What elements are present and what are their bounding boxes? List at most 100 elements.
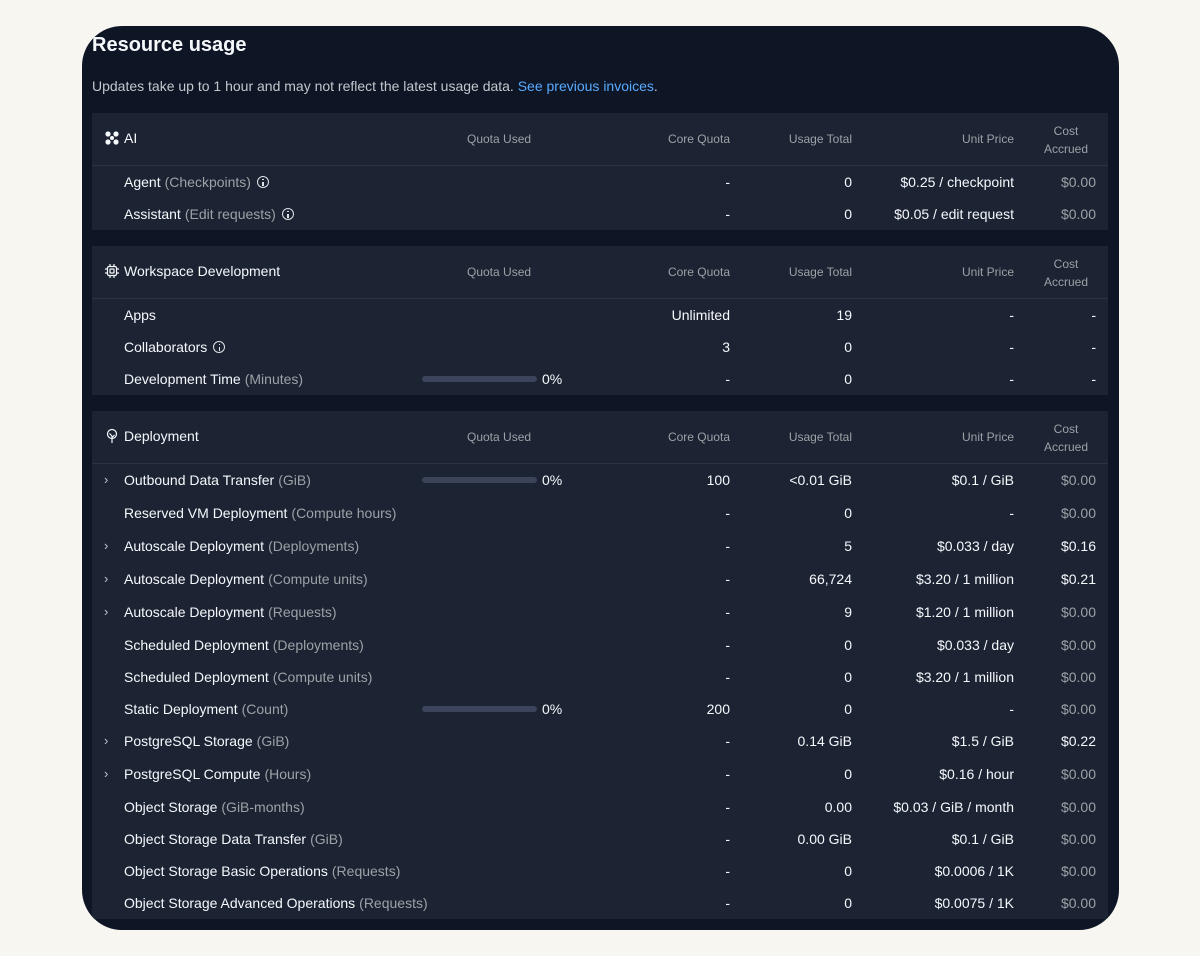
row-name: Autoscale Deployment [124, 604, 265, 620]
table-row: Apps Unlimited 19 - - [92, 299, 1108, 331]
row-unit: (GiB) [278, 472, 311, 488]
row-unit: (Compute units) [272, 669, 373, 685]
quota-percent: 0% [542, 701, 563, 717]
core-quota-value: 100 [706, 472, 730, 488]
core-quota-value: - [725, 637, 730, 653]
core-quota-value: 200 [706, 701, 730, 717]
cost-accrued-value: - [1091, 339, 1096, 355]
subtitle-text: Updates take up to 1 hour and may not re… [92, 78, 514, 94]
cost-accrued-value: $0.00 [1060, 863, 1096, 879]
col-cost-accrued: Cost Accrued [1044, 420, 1088, 456]
chevron-right-icon[interactable]: › [104, 604, 109, 619]
unit-price-value: $0.0075 / 1K [934, 895, 1014, 911]
quota-percent: 0% [542, 472, 563, 488]
col-unit-price: Unit Price [961, 132, 1014, 146]
section-header: Workspace Development Quota Used Core Qu… [92, 246, 1108, 299]
info-icon[interactable] [213, 341, 226, 353]
usage-total-value: 0 [844, 174, 852, 190]
section-header: Deployment Quota Used Core Quota Usage T… [92, 411, 1108, 464]
row-name: PostgreSQL Compute [124, 766, 261, 782]
row-unit: (Compute hours) [291, 505, 397, 521]
col-cost-line2: Accrued [1044, 275, 1089, 289]
unit-price-value: $0.033 / day [936, 538, 1014, 554]
chevron-right-icon[interactable]: › [104, 766, 109, 781]
row-name: Object Storage [124, 799, 218, 815]
col-unit-price: Unit Price [961, 265, 1014, 279]
unit-price-value: $3.20 / 1 million [915, 571, 1014, 587]
section-title: AI [104, 130, 137, 146]
usage-total-value: 0.00 GiB [797, 831, 852, 847]
table-row: Assistant (Edit requests) - 0 $0.05 / edit r… [92, 198, 1108, 230]
usage-total-value: 5 [844, 538, 852, 554]
table-row: Object Storage Basic Operations (Requests… [92, 855, 1108, 887]
info-icon[interactable] [256, 176, 269, 188]
usage-total-value: 0 [844, 371, 852, 387]
table-row: Collaborators 3 0 - - [92, 331, 1108, 363]
unit-price-value: $0.1 / GiB [951, 472, 1014, 488]
cost-accrued-value: $0.00 [1060, 799, 1096, 815]
table-row: Static Deployment (Count) 0% 200 0 - $0.00 [92, 693, 1108, 725]
unit-price-value: - [1009, 371, 1014, 387]
core-quota-value: - [725, 206, 730, 222]
section-ai: AI Quota Used Core Quota Usage Total Uni… [92, 113, 1108, 230]
row-label: Object Storage (GiB-months) [124, 799, 305, 815]
table-row[interactable]: › PostgreSQL Storage (GiB) - 0.14 GiB $1.5 / … [92, 725, 1108, 758]
core-quota-value: - [725, 895, 730, 911]
cost-accrued-value: $0.00 [1060, 766, 1096, 782]
unit-price-value: - [1009, 307, 1014, 323]
row-label: Collaborators [124, 339, 226, 355]
row-name: Development Time [124, 371, 241, 387]
row-label: Apps [124, 307, 156, 323]
row-label: Object Storage Basic Operations (Requests… [124, 863, 400, 879]
row-label: Reserved VM Deployment (Compute hours) [124, 505, 396, 521]
core-quota-value: - [725, 505, 730, 521]
row-unit: (Compute units) [268, 571, 368, 587]
col-cost-line1: Cost [1053, 124, 1079, 138]
chevron-right-icon[interactable]: › [104, 538, 109, 553]
unit-price-value: $0.05 / edit request [894, 206, 1014, 222]
col-core-quota: Core Quota [667, 132, 730, 146]
row-unit: (Deployments) [272, 637, 364, 653]
usage-total-value: 9 [844, 604, 852, 620]
usage-total-value: 0 [844, 505, 852, 521]
table-row: Object Storage Data Transfer (GiB) - 0.00 G… [92, 823, 1108, 855]
row-label: Scheduled Deployment (Compute units) [124, 669, 372, 685]
core-quota-value: - [725, 831, 730, 847]
core-quota-value: - [725, 571, 730, 587]
row-unit: (Requests) [359, 895, 428, 911]
table-row[interactable]: › Autoscale Deployment (Requests) - 9 $1.20 /… [92, 596, 1108, 629]
row-name: PostgreSQL Storage [124, 733, 253, 749]
table-row[interactable]: › Outbound Data Transfer (GiB) 0% 100 <0.01 G… [92, 464, 1108, 497]
cost-accrued-value: $0.00 [1060, 604, 1096, 620]
chevron-right-icon[interactable]: › [104, 733, 109, 748]
info-icon[interactable] [281, 208, 294, 220]
page-title: Resource usage [92, 34, 247, 56]
usage-total-value: 0 [844, 206, 852, 222]
table-row[interactable]: › Autoscale Deployment (Deployments) - 5 $0.0… [92, 530, 1108, 563]
section-deployment: Deployment Quota Used Core Quota Usage T… [92, 411, 1108, 919]
row-unit: (Deployments) [268, 538, 360, 554]
unit-price-value: $1.5 / GiB [951, 733, 1014, 749]
section-title: Workspace Development [104, 263, 280, 279]
usage-total-value: 0 [844, 701, 852, 717]
chevron-right-icon[interactable]: › [104, 472, 109, 487]
core-quota-value: - [725, 863, 730, 879]
cost-accrued-value: - [1091, 371, 1096, 387]
core-quota-value: - [725, 733, 730, 749]
unit-price-value: $3.20 / 1 million [915, 669, 1014, 685]
row-label: Object Storage Data Transfer (GiB) [124, 831, 343, 847]
see-previous-invoices-link[interactable]: See previous invoices [517, 78, 654, 94]
row-label: PostgreSQL Compute (Hours) [124, 766, 311, 782]
row-label: Autoscale Deployment (Deployments) [124, 538, 359, 554]
chevron-right-icon[interactable]: › [104, 571, 109, 586]
row-label: Agent (Checkpoints) [124, 174, 269, 190]
unit-price-value: $0.1 / GiB [951, 831, 1014, 847]
table-row: Scheduled Deployment (Compute units) - 0 $3.… [92, 661, 1108, 693]
table-row[interactable]: › Autoscale Deployment (Compute units) - 66,… [92, 563, 1108, 596]
table-row[interactable]: › PostgreSQL Compute (Hours) - 0 $0.16 / hour… [92, 758, 1108, 791]
section-title: Deployment [104, 428, 199, 444]
row-name: Scheduled Deployment [124, 669, 269, 685]
core-quota-value: - [725, 604, 730, 620]
col-cost-accrued: Cost Accrued [1044, 122, 1088, 158]
col-usage-total: Usage Total [788, 430, 852, 444]
